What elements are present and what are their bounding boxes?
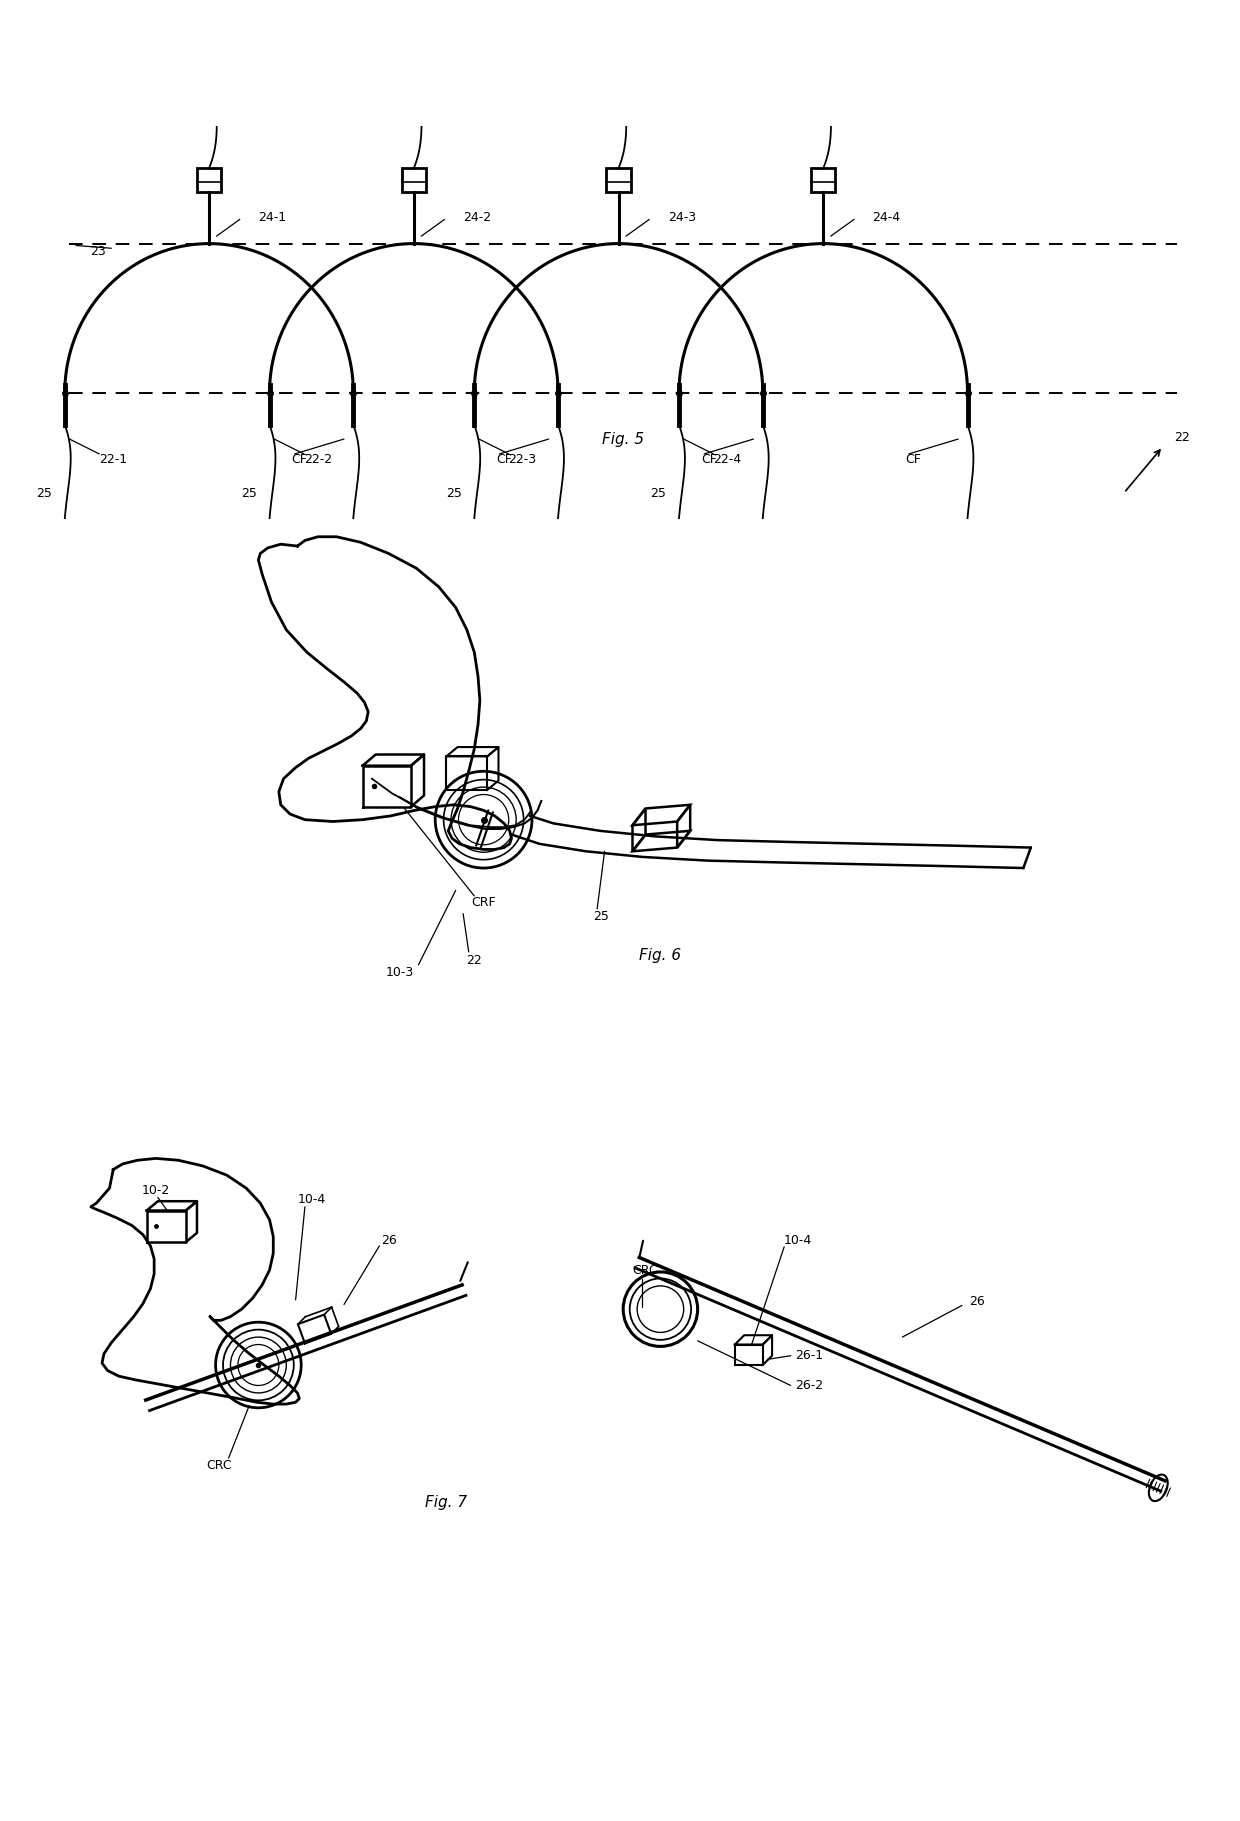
Bar bbox=[811, 168, 836, 193]
Text: 24-1: 24-1 bbox=[258, 211, 286, 224]
Text: CRC: CRC bbox=[632, 1264, 658, 1277]
Text: 26-2: 26-2 bbox=[795, 1378, 823, 1391]
Text: CF: CF bbox=[701, 453, 717, 466]
Text: 25: 25 bbox=[593, 910, 609, 923]
Text: CF: CF bbox=[905, 453, 921, 466]
Text: 22: 22 bbox=[1174, 432, 1189, 444]
Text: 22: 22 bbox=[466, 954, 482, 967]
Text: 10-4: 10-4 bbox=[298, 1193, 326, 1206]
Text: Fig. 5: Fig. 5 bbox=[603, 432, 645, 446]
Text: CRC: CRC bbox=[207, 1459, 232, 1471]
Text: 25: 25 bbox=[241, 486, 257, 499]
Text: 10-4: 10-4 bbox=[784, 1235, 812, 1247]
Text: 24-4: 24-4 bbox=[873, 211, 900, 224]
Text: 24-2: 24-2 bbox=[463, 211, 491, 224]
Bar bbox=[606, 168, 631, 193]
Text: CF: CF bbox=[496, 453, 512, 466]
Text: 22-3: 22-3 bbox=[508, 453, 537, 466]
Text: 10-3: 10-3 bbox=[386, 965, 414, 978]
Text: Fig. 6: Fig. 6 bbox=[640, 949, 682, 963]
Bar bbox=[402, 168, 425, 193]
Bar bbox=[197, 168, 221, 193]
Text: 25: 25 bbox=[446, 486, 461, 499]
Text: 26: 26 bbox=[381, 1235, 397, 1247]
Text: 24-3: 24-3 bbox=[668, 211, 696, 224]
Text: 22-2: 22-2 bbox=[304, 453, 332, 466]
Text: 25: 25 bbox=[651, 486, 666, 499]
Text: 10-2: 10-2 bbox=[141, 1184, 170, 1196]
Text: 22-4: 22-4 bbox=[713, 453, 742, 466]
Text: CRF: CRF bbox=[471, 896, 496, 909]
Text: 26: 26 bbox=[968, 1295, 985, 1307]
Text: 23: 23 bbox=[91, 244, 107, 257]
Text: 25: 25 bbox=[36, 486, 52, 499]
Text: 22-1: 22-1 bbox=[99, 453, 128, 466]
Text: Fig. 7: Fig. 7 bbox=[425, 1495, 467, 1510]
Text: CF: CF bbox=[291, 453, 308, 466]
Text: 26-1: 26-1 bbox=[795, 1349, 823, 1362]
